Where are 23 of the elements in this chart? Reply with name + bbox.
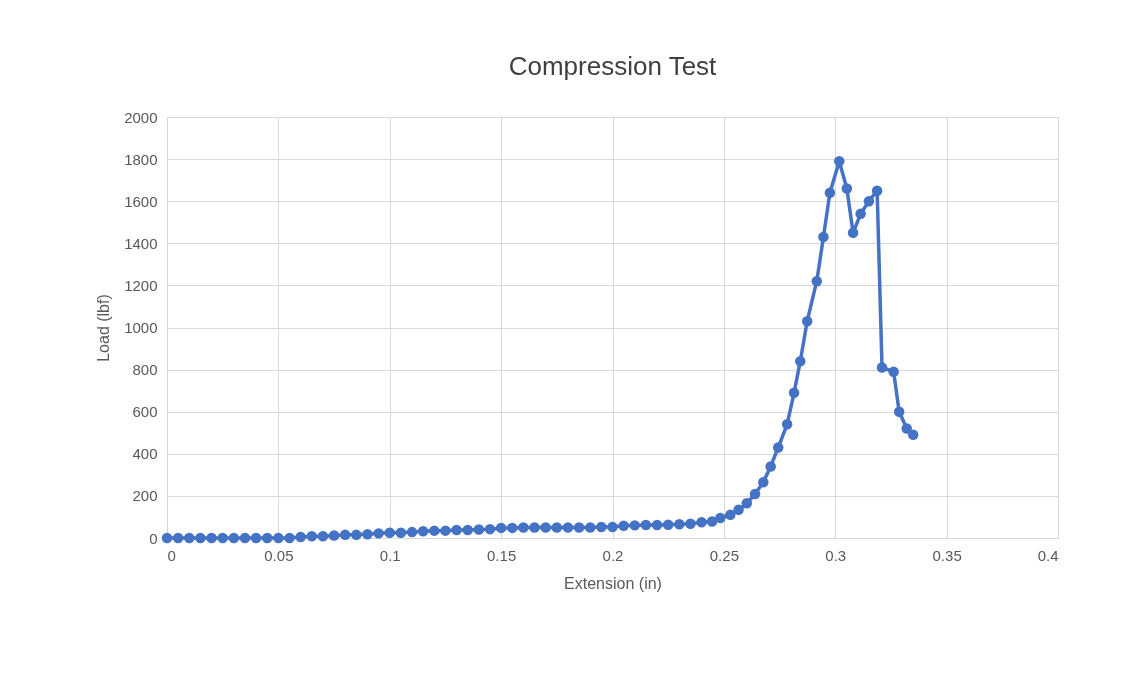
y-tick-label: 0	[149, 529, 158, 547]
y-tick-label: 200	[132, 487, 158, 505]
x-tick-label: 0.2	[602, 546, 624, 564]
y-axis-title: Load (lbf)	[95, 294, 113, 362]
x-tick-label: 0.25	[709, 546, 739, 564]
x-tick-label: 0.4	[1037, 546, 1059, 564]
y-tick-label: 600	[132, 403, 158, 421]
y-tick-label: 400	[132, 445, 158, 463]
y-tick-label: 800	[132, 361, 158, 379]
y-tick-label: 1200	[124, 276, 158, 294]
x-tick-label: 0.15	[487, 546, 517, 564]
y-tick-label: 1800	[124, 150, 158, 168]
x-tick-label: 0	[167, 546, 176, 564]
y-tick-label: 1400	[124, 234, 158, 252]
x-axis-title: Extension (in)	[564, 574, 662, 592]
y-tick-label: 1000	[124, 319, 158, 336]
x-tick-label: 0.1	[379, 546, 401, 564]
y-tick-label: 2000	[124, 108, 158, 126]
x-tick-label: 0.05	[264, 546, 294, 564]
x-tick-label: 0.35	[932, 546, 962, 564]
chart-title: Compression Test	[508, 51, 718, 81]
y-tick-label: 1600	[124, 192, 158, 210]
x-tick-label: 0.3	[825, 546, 847, 564]
